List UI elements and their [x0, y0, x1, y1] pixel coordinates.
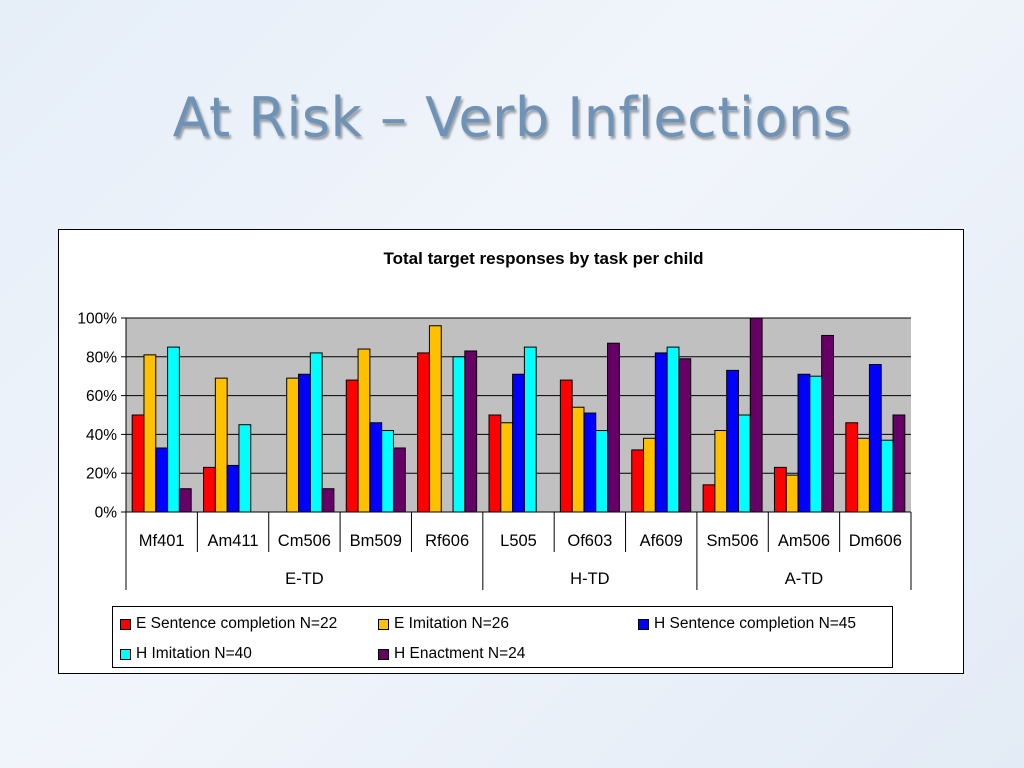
bar [131, 414, 145, 513]
bar [155, 447, 169, 513]
legend-item: E Imitation N=26 [378, 615, 509, 633]
chart-title: Total target responses by task per child [384, 249, 704, 268]
bar [868, 364, 882, 513]
x-tick-label: Cm506 [278, 532, 331, 550]
bar [143, 354, 157, 513]
legend-label: H Enactment N=24 [394, 645, 526, 662]
legend-label: H Imitation N=40 [136, 645, 252, 662]
legend-label: H Sentence completion N=45 [654, 615, 857, 632]
y-tick-label: 80% [86, 349, 117, 366]
y-tick-label: 20% [86, 466, 117, 483]
bar [523, 346, 537, 513]
bar [880, 439, 894, 513]
y-tick-label: 40% [86, 427, 117, 444]
bar [392, 447, 406, 513]
bar [345, 379, 359, 513]
bar [321, 488, 335, 513]
bar [464, 350, 478, 513]
bar [428, 325, 442, 513]
bar [631, 449, 645, 513]
legend-item: H Enactment N=24 [378, 645, 525, 663]
x-tick-label: Am506 [778, 532, 830, 550]
bar [845, 422, 859, 513]
bar [892, 414, 906, 513]
bar [500, 422, 514, 513]
x-tick-label: Of603 [567, 532, 612, 550]
legend-swatch [378, 618, 389, 630]
bar [809, 375, 823, 513]
bar [654, 352, 668, 513]
x-group-label: E-TD [285, 570, 324, 588]
bar [298, 373, 311, 513]
x-tick-label: Rf606 [425, 532, 469, 550]
bar [226, 464, 240, 513]
bar [571, 406, 585, 513]
bar [214, 377, 228, 513]
legend-swatch [378, 648, 389, 660]
bar [749, 317, 763, 513]
slide-title: At Risk – Verb Inflections [172, 86, 852, 149]
chart-svg: Total target responses by task per child… [77, 249, 912, 590]
x-tick-label: Af609 [640, 532, 683, 550]
bar [737, 414, 751, 513]
x-tick-label: Bm509 [350, 532, 402, 550]
legend-swatch [120, 618, 131, 630]
x-tick-label: Mf401 [139, 532, 185, 550]
bar [714, 430, 728, 513]
x-group-label: A-TD [785, 570, 824, 588]
x-tick-label: L505 [500, 532, 537, 550]
bar [178, 488, 192, 513]
bar [309, 352, 323, 513]
y-tick-label: 0% [95, 505, 118, 522]
bar [643, 437, 656, 513]
bar [773, 466, 787, 513]
bar [785, 474, 799, 513]
chart-legend: E Sentence completion N=22 E Imitation N=… [112, 606, 893, 668]
legend-item: H Imitation N=40 [120, 645, 252, 663]
legend-swatch [120, 648, 131, 660]
y-tick-label: 60% [86, 388, 117, 405]
x-tick-label: Dm606 [849, 532, 902, 550]
bar [666, 346, 680, 513]
bar [286, 377, 300, 513]
x-tick-label: Am411 [208, 532, 259, 550]
x-group-label: H-TD [570, 570, 609, 588]
y-tick-label: 100% [77, 311, 117, 328]
bar [857, 437, 870, 513]
bar [203, 466, 216, 513]
bar [488, 414, 502, 513]
bar [357, 348, 371, 513]
bar [381, 430, 394, 513]
x-tick-label: Sm506 [706, 532, 758, 550]
legend-item: H Sentence completion N=45 [638, 615, 856, 633]
bar [726, 369, 739, 513]
bar [797, 373, 811, 513]
legend-swatch [638, 618, 649, 630]
legend-item: E Sentence completion N=22 [120, 615, 337, 633]
bar [583, 412, 597, 513]
bar [678, 358, 692, 513]
bar [702, 484, 716, 513]
bar [369, 422, 383, 513]
bar [167, 346, 180, 513]
bar [512, 373, 525, 513]
legend-label: E Imitation N=26 [394, 615, 510, 632]
bar [452, 356, 466, 513]
bar [607, 342, 620, 513]
bar [238, 424, 252, 513]
bar [417, 352, 430, 513]
legend-label: E Sentence completion N=22 [136, 615, 338, 632]
bar [559, 379, 573, 513]
bar [595, 430, 609, 513]
bar [821, 334, 834, 513]
chart-frame: Total target responses by task per child… [58, 229, 964, 674]
